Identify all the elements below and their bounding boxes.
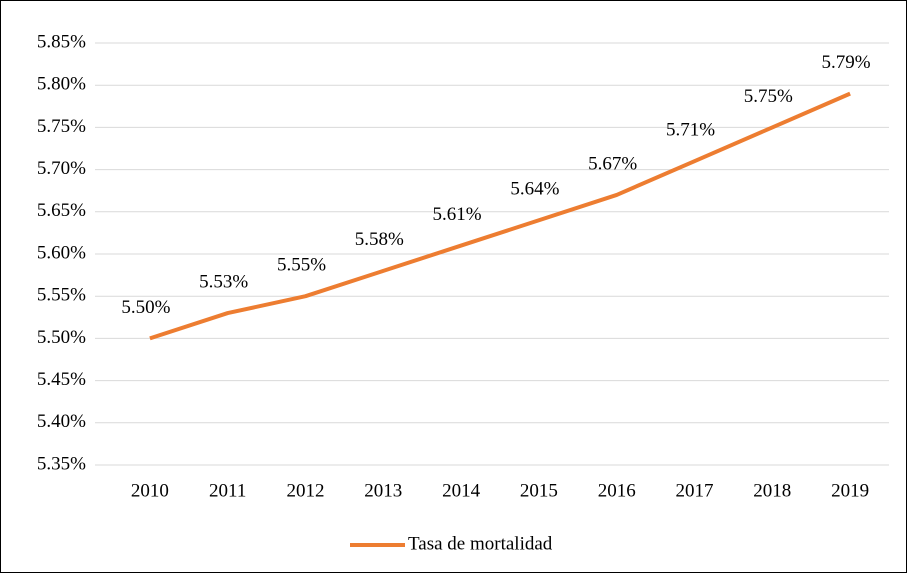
x-tick-label: 2012: [287, 480, 325, 501]
x-tick-label: 2010: [131, 480, 169, 501]
y-tick-label: 5.45%: [37, 369, 86, 390]
y-tick-label: 5.40%: [37, 411, 86, 432]
legend-label: Tasa de mortalidad: [408, 533, 553, 554]
y-tick-label: 5.35%: [37, 453, 86, 474]
x-tick-label: 2013: [364, 480, 402, 501]
x-tick-label: 2014: [442, 480, 481, 501]
data-line: [149, 91, 851, 341]
data-label: 5.71%: [666, 120, 715, 141]
y-tick-label: 5.60%: [37, 242, 86, 263]
y-tick-label: 5.75%: [37, 116, 86, 137]
data-label: 5.61%: [433, 204, 482, 225]
y-tick-label: 5.65%: [37, 200, 86, 221]
x-tick-label: 2017: [676, 480, 714, 501]
data-label: 5.67%: [588, 153, 637, 174]
x-tick-label: 2011: [209, 480, 246, 501]
data-label: 5.79%: [822, 52, 871, 73]
y-tick-label: 5.55%: [37, 285, 86, 306]
y-tick-label: 5.70%: [37, 158, 86, 179]
x-tick-label: 2018: [753, 480, 791, 501]
data-label: 5.50%: [121, 297, 170, 318]
data-label: 5.55%: [277, 255, 326, 276]
data-label: 5.53%: [199, 271, 248, 292]
x-tick-label: 2019: [831, 480, 869, 501]
y-tick-label: 5.50%: [37, 327, 86, 348]
x-tick-label: 2016: [598, 480, 636, 501]
data-label: 5.64%: [510, 179, 559, 200]
data-label: 5.58%: [355, 229, 404, 250]
x-tick-label: 2015: [520, 480, 558, 501]
y-tick-label: 5.85%: [37, 31, 86, 52]
y-tick-label: 5.80%: [37, 74, 86, 95]
data-label: 5.75%: [744, 86, 793, 107]
